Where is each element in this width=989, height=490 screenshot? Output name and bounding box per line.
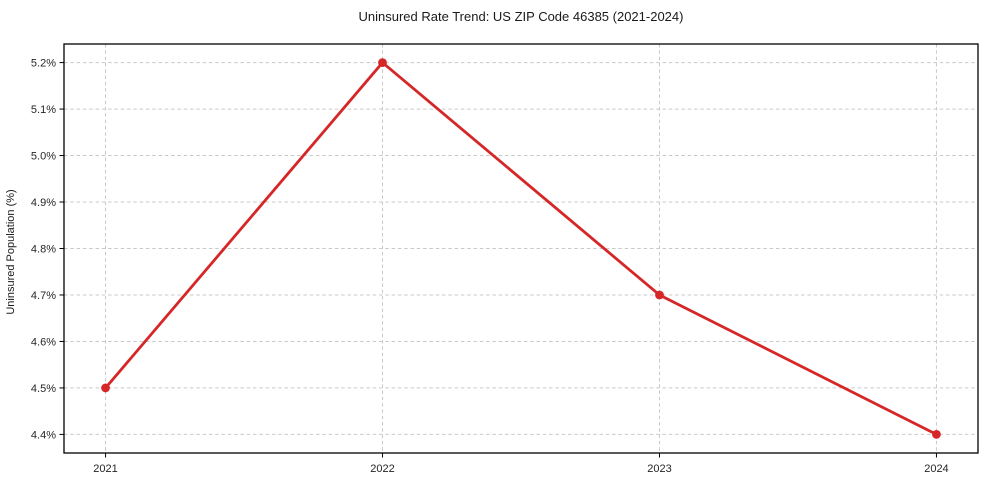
data-point [655, 290, 664, 300]
chart-title: Uninsured Rate Trend: US ZIP Code 46385 … [359, 9, 684, 24]
trend-line [104, 61, 938, 436]
y-tick-label: 4.6% [31, 336, 56, 348]
y-axis-label: Uninsured Population (%) [5, 189, 17, 314]
y-tick-label: 4.9% [31, 197, 56, 209]
data-point [932, 430, 941, 439]
y-tick-label: 5.2% [31, 57, 56, 69]
x-tick-label: 2021 [93, 463, 117, 475]
y-tick-label: 5.1% [31, 104, 56, 116]
x-tick-label: 2022 [370, 463, 394, 475]
data-point [378, 58, 387, 67]
x-tick-label: 2023 [647, 463, 671, 475]
x-tick-label: 2024 [924, 463, 948, 475]
y-tick-label: 4.5% [31, 383, 56, 395]
y-tick-label: 4.4% [31, 429, 56, 441]
y-tick-label: 4.7% [31, 290, 56, 302]
plot-border [63, 43, 979, 454]
y-tick-label: 5.0% [31, 150, 56, 162]
y-tick-label: 4.8% [31, 243, 56, 255]
data-point [101, 383, 110, 393]
